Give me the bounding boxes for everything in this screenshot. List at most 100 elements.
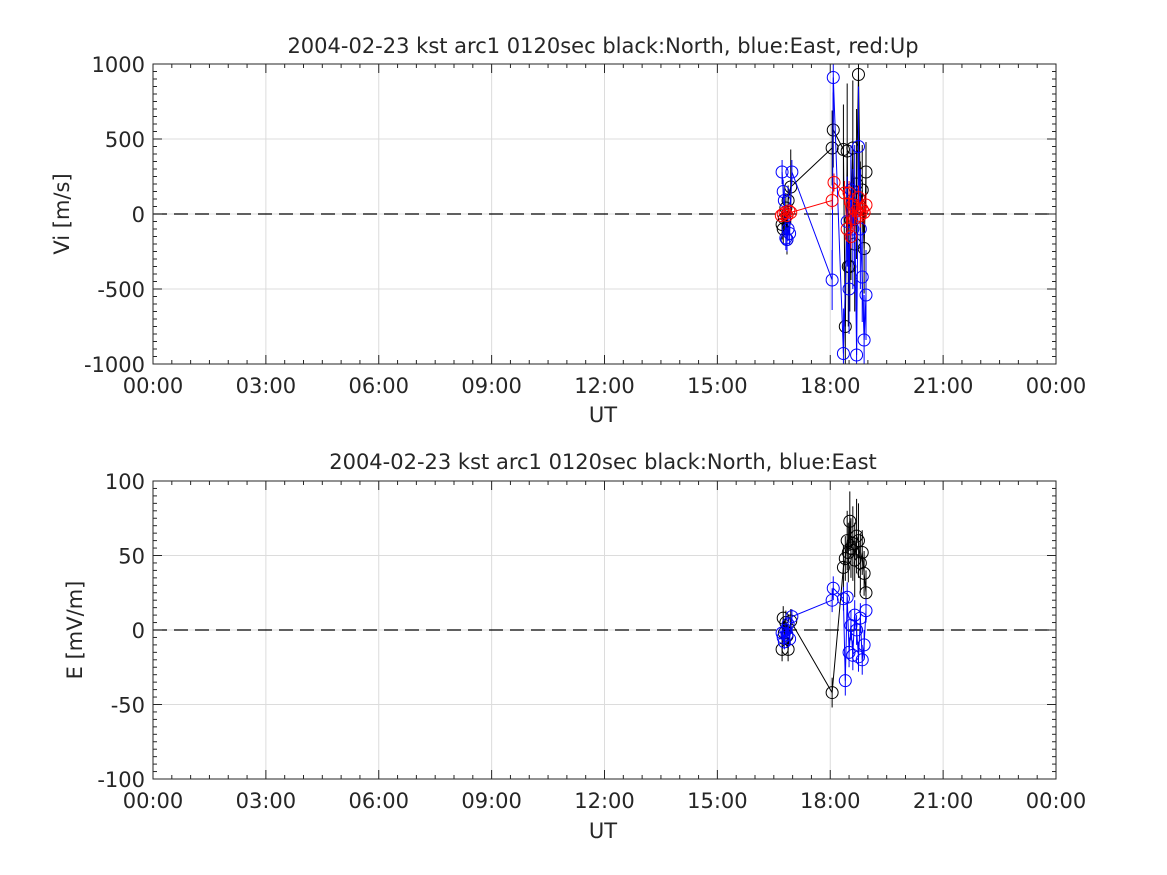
velocity-data-point	[784, 206, 798, 219]
velocity-data-point	[779, 231, 793, 245]
velocity-data-point	[826, 71, 840, 84]
efield-ytick-label: 0	[132, 619, 145, 643]
velocity-xtick-label: 12:00	[574, 374, 635, 398]
velocity-data-point	[851, 191, 865, 204]
efield-xtick-label: 00:00	[1026, 789, 1087, 813]
efield-data-point	[785, 610, 799, 624]
velocity-data-point	[780, 233, 794, 246]
efield-series-0	[775, 491, 873, 708]
velocity-data-point	[855, 270, 869, 284]
efield-series-1	[775, 576, 873, 696]
efield-xtick-label: 21:00	[913, 789, 974, 813]
velocity-xtick-label: 06:00	[348, 374, 409, 398]
velocity-data-point	[859, 288, 873, 302]
velocity-xtick-label: 09:00	[461, 374, 522, 398]
velocity-xtick-label: 21:00	[913, 374, 974, 398]
velocity-xtick-label: 00:00	[1026, 374, 1087, 398]
velocity-plot-area	[774, 64, 873, 364]
velocity-data-point	[840, 222, 854, 236]
efield-xtick-label: 18:00	[800, 789, 861, 813]
efield-data-point	[855, 546, 869, 560]
efield-data-point	[826, 581, 840, 595]
efield-data-point	[836, 560, 850, 574]
velocity-ytick-label: -1000	[84, 353, 145, 377]
velocity-data-point	[857, 242, 871, 255]
velocity-data-point	[850, 348, 864, 362]
velocity-data-point	[825, 273, 839, 287]
efield-data-point	[850, 623, 864, 637]
velocity-data-point	[783, 227, 797, 240]
velocity-xtick-label: 03:00	[236, 374, 297, 398]
velocity-data-point	[838, 186, 852, 200]
efield-data-point	[840, 590, 854, 604]
efield-xtick-label: 06:00	[348, 789, 409, 813]
velocity-series-2	[774, 173, 873, 249]
velocity-data-point	[838, 320, 852, 333]
velocity-data-point	[855, 183, 869, 197]
efield-data-point	[838, 551, 852, 565]
velocity-data-point	[842, 282, 856, 296]
velocity-ytick-label: 500	[105, 128, 145, 152]
velocity-data-point	[851, 68, 865, 81]
velocity-data-point	[782, 204, 796, 218]
velocity-data-point	[844, 230, 858, 243]
efield-series-line	[781, 521, 867, 695]
velocity-data-point	[825, 141, 839, 155]
efield-data-point	[855, 653, 869, 667]
efield-data-point	[776, 630, 790, 644]
efield-ytick-label: 50	[118, 545, 145, 569]
efield-xtick-label: 15:00	[687, 789, 748, 813]
efield-panel: 2004-02-23 kst arc1 0120sec black:North,…	[63, 450, 1086, 843]
efield-xtick-label: 12:00	[574, 789, 635, 813]
efield-ytick-label: -50	[111, 694, 145, 718]
velocity-xtick-label: 15:00	[687, 374, 748, 398]
efield-data-point	[838, 674, 852, 688]
velocity-ytick-label: -500	[97, 278, 145, 302]
efield-data-point	[857, 638, 871, 652]
velocity-ytick-label: 1000	[92, 53, 145, 77]
velocity-data-point	[855, 203, 869, 216]
velocity-data-point	[774, 209, 788, 222]
efield-panel-xlabel: UT	[589, 819, 617, 843]
efield-data-point	[859, 604, 873, 618]
efield-data-point	[851, 534, 865, 548]
efield-tick-marks	[152, 480, 1057, 780]
efield-data-point	[857, 566, 871, 580]
efield-data-point	[779, 623, 793, 637]
velocity-xtick-label: 00:00	[123, 374, 184, 398]
velocity-tick-marks	[152, 63, 1057, 365]
velocity-panel-title: 2004-02-23 kst arc1 0120sec black:North,…	[287, 34, 918, 58]
efield-xtick-label: 03:00	[236, 789, 297, 813]
efield-xtick-label: 00:00	[123, 789, 184, 813]
velocity-data-point	[850, 204, 864, 218]
velocity-panel: 2004-02-23 kst arc1 0120sec black:North,…	[50, 34, 1087, 427]
velocity-panel-xlabel: UT	[589, 403, 617, 427]
efield-ytick-label: -100	[97, 768, 145, 792]
efield-ytick-label: 100	[105, 470, 145, 494]
efield-xtick-label: 09:00	[461, 789, 522, 813]
velocity-data-point	[851, 140, 865, 153]
velocity-data-point	[827, 176, 841, 189]
efield-data-point	[825, 686, 839, 700]
efield-data-point	[851, 650, 865, 664]
velocity-data-point	[853, 209, 867, 222]
velocity-data-point	[859, 198, 873, 212]
efield-data-point	[781, 617, 795, 631]
velocity-data-point	[785, 165, 799, 179]
efield-data-point	[843, 514, 857, 528]
efield-panel-ylabel: E [mV/m]	[63, 581, 87, 680]
velocity-panel-ylabel: Vi [m/s]	[50, 173, 74, 254]
efield-panel-title: 2004-02-23 kst arc1 0120sec black:North,…	[329, 450, 877, 474]
efield-data-point	[781, 642, 795, 656]
velocity-data-point	[776, 185, 790, 198]
velocity-data-point	[857, 206, 871, 219]
velocity-data-point	[857, 333, 871, 347]
velocity-data-point	[825, 194, 839, 207]
velocity-data-point	[775, 165, 789, 179]
velocity-data-point	[836, 347, 850, 360]
velocity-series-1	[775, 64, 873, 364]
efield-data-point	[783, 632, 797, 646]
efield-plot-area	[775, 491, 873, 708]
velocity-ytick-label: 0	[132, 203, 145, 227]
